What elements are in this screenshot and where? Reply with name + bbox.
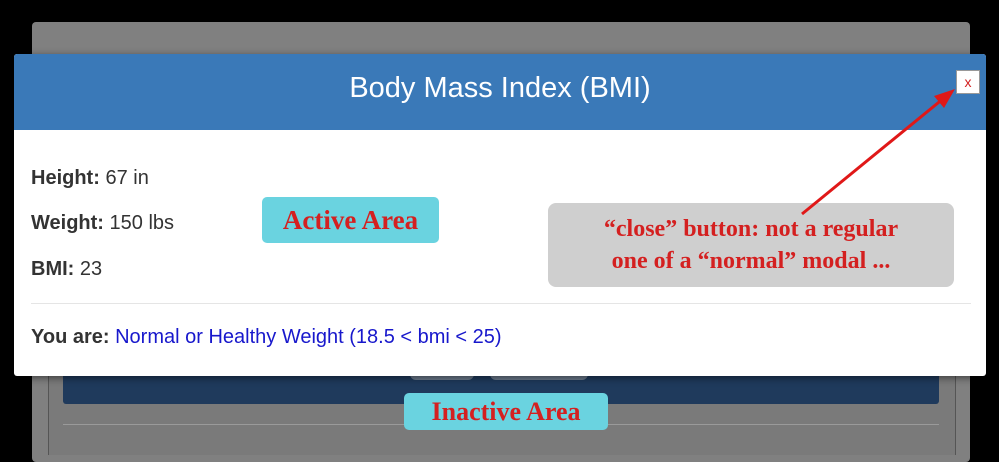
callout-line-1: “close” button: not a regular <box>603 216 899 242</box>
backdrop-button <box>490 372 588 380</box>
modal-title: Body Mass Index (BMI) <box>349 72 651 104</box>
active-area-tag: Active Area <box>262 197 439 243</box>
weight-label: Weight: <box>31 212 104 234</box>
result-label: You are: <box>31 326 110 348</box>
bmi-value: 23 <box>79 258 103 280</box>
height-row: Height: 67 in <box>31 167 149 190</box>
modal-header: Body Mass Index (BMI) x <box>14 54 986 130</box>
bmi-row: BMI: 23 <box>31 258 102 281</box>
backdrop-button <box>410 372 474 380</box>
callout-line-2: one of a “normal” modal ... <box>611 248 891 274</box>
height-value: 67 in <box>105 167 149 189</box>
inactive-area-tag: Inactive Area <box>404 393 608 430</box>
close-button[interactable]: x <box>956 70 980 94</box>
weight-value: 150 lbs <box>109 212 175 234</box>
bmi-label: BMI: <box>31 258 75 280</box>
result-value: Normal or Healthy Weight (18.5 < bmi < 2… <box>115 326 502 348</box>
weight-row: Weight: 150 lbs <box>31 212 174 235</box>
modal-divider <box>31 303 971 304</box>
callout-note: “close” button: not a regular one of a “… <box>548 203 954 287</box>
result-row: You are: Normal or Healthy Weight (18.5 … <box>31 326 502 349</box>
height-label: Height: <box>31 167 100 189</box>
